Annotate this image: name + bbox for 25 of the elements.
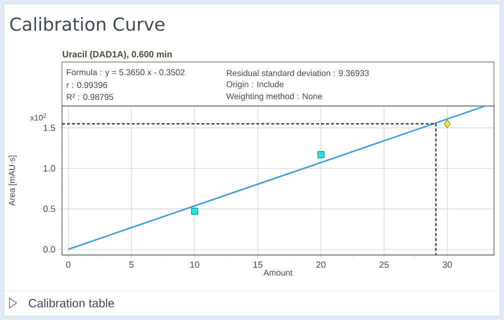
- text: Weighting method : None: [226, 93, 322, 101]
- x-tick-label: 5: [129, 262, 134, 268]
- chart-subtitle: Uracil (DAD1A), 0.600 min: [62, 50, 172, 60]
- point: [191, 208, 198, 215]
- text: R² : 0.98795: [66, 94, 114, 100]
- x-tick-label: 25: [380, 262, 389, 268]
- x-tick-label: 10: [190, 262, 200, 268]
- text: Calibration table: [28, 298, 114, 308]
- text: r : 0.99396: [66, 82, 108, 88]
- point: [444, 120, 451, 128]
- text: Residual standard deviation : 9.36933: [226, 70, 369, 76]
- y-axis-title: Area [mAU·s]: [8, 156, 17, 206]
- text: Formula : y = 5.3650 x - 0.3502: [66, 69, 184, 77]
- text: Origin : Include: [226, 81, 284, 89]
- y-tick-label: 1.5: [44, 124, 56, 131]
- x-tick-label: 0: [66, 262, 70, 268]
- y-tick-label: 0.0: [43, 246, 56, 253]
- x-tick-label: 30: [442, 262, 452, 268]
- y-tick-label: 0.5: [43, 206, 56, 212]
- x-tick-label: 15: [254, 262, 262, 268]
- chart-title: Calibration Curve: [10, 17, 164, 31]
- x-tick-label: 20: [316, 262, 326, 268]
- x-axis-title: Amount: [263, 270, 293, 276]
- point: [318, 151, 324, 158]
- y-tick-label: 1.0: [44, 165, 56, 172]
